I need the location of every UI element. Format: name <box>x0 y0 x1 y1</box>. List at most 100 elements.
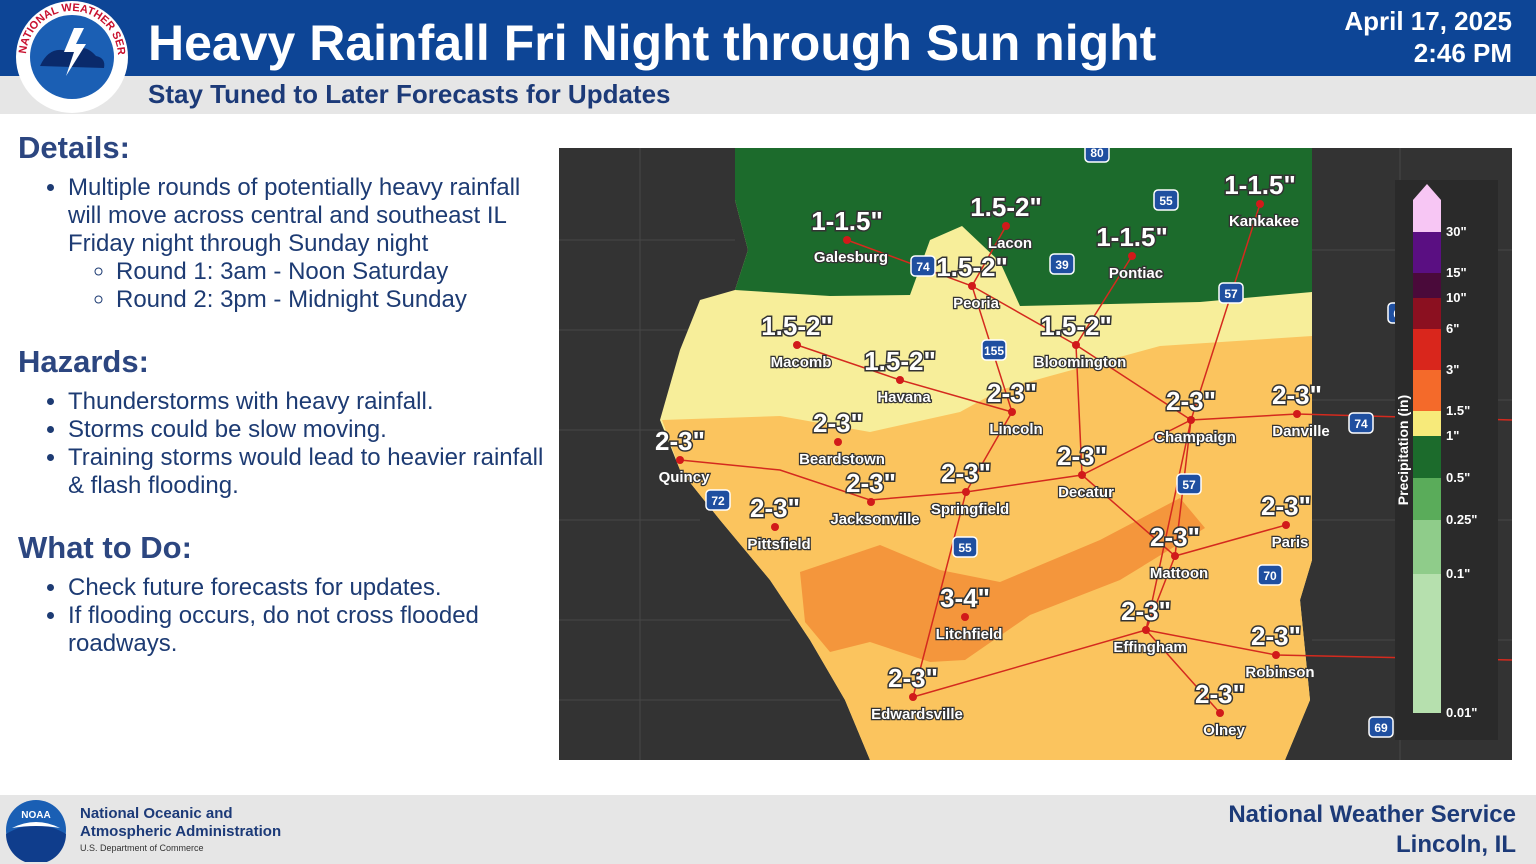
office-line: Lincoln, IL <box>1396 831 1516 858</box>
city-dot <box>1142 626 1150 634</box>
bullet-text: Training storms would lead to heavier ra… <box>68 444 544 499</box>
city-name: Lincoln <box>989 421 1042 438</box>
bullet: Training storms would lead to heavier ra… <box>68 444 558 500</box>
rain-amount: 3-4" <box>940 583 990 613</box>
subtitle-band <box>0 76 1536 114</box>
highway-number: 55 <box>1159 194 1173 208</box>
city-name: Olney <box>1203 722 1245 739</box>
bullet-text: Storms could be slow moving. <box>68 416 387 443</box>
legend-swatch <box>1413 232 1441 273</box>
rain-amount: 2-3" <box>1251 621 1301 651</box>
sub-bullet: Round 2: 3pm - Midnight Sunday <box>116 286 558 314</box>
city-name: Beardstown <box>799 451 885 468</box>
rain-amount: 2-3" <box>1195 679 1245 709</box>
city-name: Galesburg <box>814 249 888 266</box>
highway-number: 70 <box>1263 569 1277 583</box>
rain-amount: 2-3" <box>750 493 800 523</box>
highway-shield <box>1218 282 1244 304</box>
city-name: Champaign <box>1154 429 1236 446</box>
highway-number: 74 <box>916 260 930 274</box>
city-name: Jacksonville <box>830 511 919 528</box>
rain-amount: 1.5-2" <box>864 346 936 376</box>
highway-shield <box>1049 253 1075 275</box>
highway-shield <box>1257 564 1283 586</box>
city-dot <box>1293 410 1301 418</box>
city-dot <box>1128 252 1136 260</box>
city-dot <box>793 341 801 349</box>
legend-swatch <box>1413 370 1441 411</box>
legend-title: Precipitation (in) <box>1395 395 1411 505</box>
legend-box <box>1395 180 1498 740</box>
legend-label: 15" <box>1446 265 1467 280</box>
title: Heavy Rainfall Fri Night through Sun nig… <box>148 15 1157 71</box>
zone-3-4 <box>800 498 1205 662</box>
highway-shield <box>952 536 978 558</box>
bullet-text: Multiple rounds of potentially heavy rai… <box>68 174 521 257</box>
rain-amount: 2-3" <box>655 426 705 456</box>
rain-amount: 2-3" <box>888 663 938 693</box>
city-dot <box>843 236 851 244</box>
legend-swatch <box>1413 520 1441 574</box>
rain-amount: 2-3" <box>1261 491 1311 521</box>
agency-name: National Oceanic and Atmospheric Adminis… <box>80 805 281 841</box>
legend-label: 1" <box>1446 428 1459 443</box>
city-dot <box>1072 341 1080 349</box>
city-name: Springfield <box>931 501 1009 518</box>
zone-2-3 <box>662 336 1312 760</box>
city-name: Effingham <box>1113 639 1186 656</box>
bullet-text: If flooding occurs, do not cross flooded… <box>68 602 479 657</box>
city-dot <box>961 613 969 621</box>
rain-amount: 1.5-2" <box>970 192 1042 222</box>
highway-number: 74 <box>1354 417 1368 431</box>
agency-line: National Oceanic and <box>80 805 233 822</box>
subtitle: Stay Tuned to Later Forecasts for Update… <box>148 79 671 109</box>
rain-amount: 1-1.5" <box>1096 222 1168 252</box>
legend-swatch <box>1413 574 1441 713</box>
legend-arrow <box>1413 184 1441 200</box>
legend-label: 0.5" <box>1446 470 1470 485</box>
city-dot <box>867 498 875 506</box>
city-name: Edwardsville <box>871 706 963 723</box>
section-heading: Hazards: <box>18 344 149 379</box>
legend-swatch <box>1413 411 1441 436</box>
rain-amount: 2-3" <box>1272 380 1322 410</box>
zone-1-1-5 <box>735 148 1312 306</box>
city-dot <box>1187 416 1195 424</box>
city-dot <box>1008 408 1016 416</box>
date: April 17, 2025 <box>1344 6 1512 36</box>
rain-amount: 1-1.5" <box>811 206 883 236</box>
highway-shield <box>981 339 1007 361</box>
legend-swatch <box>1413 478 1441 520</box>
rain-amount: 2-3" <box>846 468 896 498</box>
legend-swatch <box>1413 329 1441 370</box>
legend-label: 30" <box>1446 224 1467 239</box>
rain-amount: 2-3" <box>1057 441 1107 471</box>
bullet-text: Thunderstorms with heavy rainfall. <box>68 388 434 415</box>
bullet: If flooding occurs, do not cross flooded… <box>68 602 558 658</box>
city-dot <box>1002 222 1010 230</box>
legend-label: 0.01" <box>1446 705 1477 720</box>
sub-bullet: Round 1: 3am - Noon Saturday <box>116 258 558 286</box>
bullet: Storms could be slow moving. <box>68 416 558 444</box>
rain-amount: 2-3" <box>1121 596 1171 626</box>
noaa-logo-text: NOAA <box>21 810 50 821</box>
highway-shield <box>910 255 936 277</box>
city-name: Decatur <box>1058 484 1114 501</box>
city-name: Macomb <box>771 354 832 371</box>
rain-amount: 2-3" <box>1150 522 1200 552</box>
agency-line: Atmospheric Administration <box>80 823 282 840</box>
city-name: Paris <box>1272 534 1309 551</box>
legend-label: 0.25" <box>1446 512 1477 527</box>
legend-swatch <box>1413 436 1441 478</box>
city-name: Danville <box>1272 423 1330 440</box>
city-dot <box>676 456 684 464</box>
highway-shield <box>1176 473 1202 495</box>
section: Details: Multiple rounds of potentially h… <box>18 130 558 314</box>
footer-band <box>0 795 1536 864</box>
highway-number: 155 <box>984 344 1004 358</box>
city-name: Litchfield <box>936 626 1003 643</box>
city-name: Robinson <box>1245 664 1314 681</box>
highway-shield <box>1348 412 1374 434</box>
highway-number: 57 <box>1182 478 1196 492</box>
city-name: Peoria <box>953 295 1000 312</box>
